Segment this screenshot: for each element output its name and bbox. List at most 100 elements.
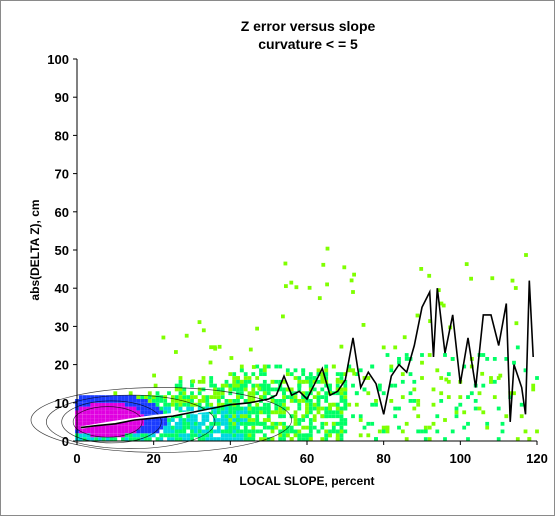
density-cell (144, 418, 148, 422)
density-cell (400, 429, 405, 434)
density-cell (324, 395, 329, 400)
density-cell (251, 406, 256, 411)
density-cell (385, 429, 390, 434)
density-cell (163, 429, 168, 434)
density-cell (351, 383, 355, 388)
density-cell (205, 399, 210, 403)
density-cell (128, 433, 133, 438)
density-cell (151, 433, 156, 438)
density-cell (121, 395, 125, 400)
density-cell (324, 391, 329, 396)
density-cell (193, 421, 198, 426)
density-cell (228, 437, 233, 442)
density-cell (147, 418, 152, 422)
density-cell (159, 406, 164, 411)
density-cell (86, 425, 91, 430)
density-cell (251, 433, 256, 438)
density-cell (201, 421, 206, 426)
density-cell (239, 414, 244, 419)
density-cell (170, 399, 175, 403)
density-cell (78, 406, 83, 411)
density-cell (289, 387, 294, 392)
density-cell (324, 406, 329, 411)
density-cell (178, 383, 183, 388)
density-cell (224, 429, 229, 434)
density-cell (155, 437, 160, 442)
density-cell (151, 418, 156, 422)
density-cell (427, 273, 432, 278)
density-cell (397, 357, 401, 361)
density-cell (316, 368, 321, 373)
density-cell (324, 376, 329, 380)
density-cell (163, 399, 168, 403)
density-cell (274, 410, 279, 415)
density-cell (305, 406, 309, 411)
density-cell (385, 353, 390, 357)
density-cell (170, 418, 175, 422)
density-cell (270, 425, 275, 430)
density-cell (289, 414, 294, 419)
density-cell (136, 437, 141, 442)
density-cell (427, 353, 432, 357)
density-cell (90, 421, 95, 426)
density-cell (339, 399, 344, 403)
density-cell (381, 345, 386, 350)
density-cell (190, 418, 194, 422)
density-cell (182, 437, 187, 442)
density-cell (167, 418, 171, 422)
density-cell (136, 414, 141, 419)
y-axis-label: abs(DELTA Z), cm (28, 199, 42, 300)
density-cell (216, 421, 221, 426)
density-cell (324, 414, 329, 419)
density-cell (178, 429, 183, 434)
density-cell (297, 402, 302, 407)
density-cell (224, 425, 229, 430)
density-cell (412, 399, 417, 403)
density-cell (316, 410, 321, 415)
density-cell (266, 414, 271, 419)
density-cell (232, 379, 237, 384)
density-cell (236, 437, 240, 442)
density-cell (136, 406, 141, 411)
density-cell (132, 437, 137, 442)
density-cell (523, 429, 528, 434)
density-cell (270, 410, 275, 415)
density-cell (339, 406, 344, 411)
density-cell (128, 395, 133, 400)
density-cell (109, 429, 114, 434)
density-cell (190, 429, 194, 434)
density-cell (178, 418, 183, 422)
density-cell (78, 433, 83, 438)
density-cell (140, 406, 145, 411)
density-cell (324, 421, 329, 426)
density-cell (446, 395, 451, 400)
density-cell (94, 402, 99, 407)
density-cell (155, 406, 160, 411)
density-cell (184, 333, 189, 338)
density-cell (243, 429, 248, 434)
density-cell (262, 395, 267, 400)
density-cell (308, 406, 313, 411)
density-cell (343, 379, 348, 384)
density-cell (343, 395, 348, 400)
density-cell (389, 368, 394, 373)
density-cell (128, 399, 133, 403)
density-cell (352, 272, 356, 277)
density-cell (496, 437, 501, 442)
density-cell (305, 425, 309, 430)
density-cell (301, 414, 306, 419)
density-cell (266, 387, 271, 392)
density-cell (190, 399, 194, 403)
density-cell (213, 414, 217, 419)
density-cell (339, 376, 344, 380)
density-cell (224, 406, 229, 411)
density-cell (331, 429, 336, 434)
density-cell (109, 437, 114, 442)
density-cell (209, 437, 214, 442)
density-cell (243, 379, 248, 384)
density-cell (343, 406, 348, 411)
density-cell (243, 418, 248, 422)
density-cell (508, 395, 513, 400)
density-cell (167, 429, 171, 434)
